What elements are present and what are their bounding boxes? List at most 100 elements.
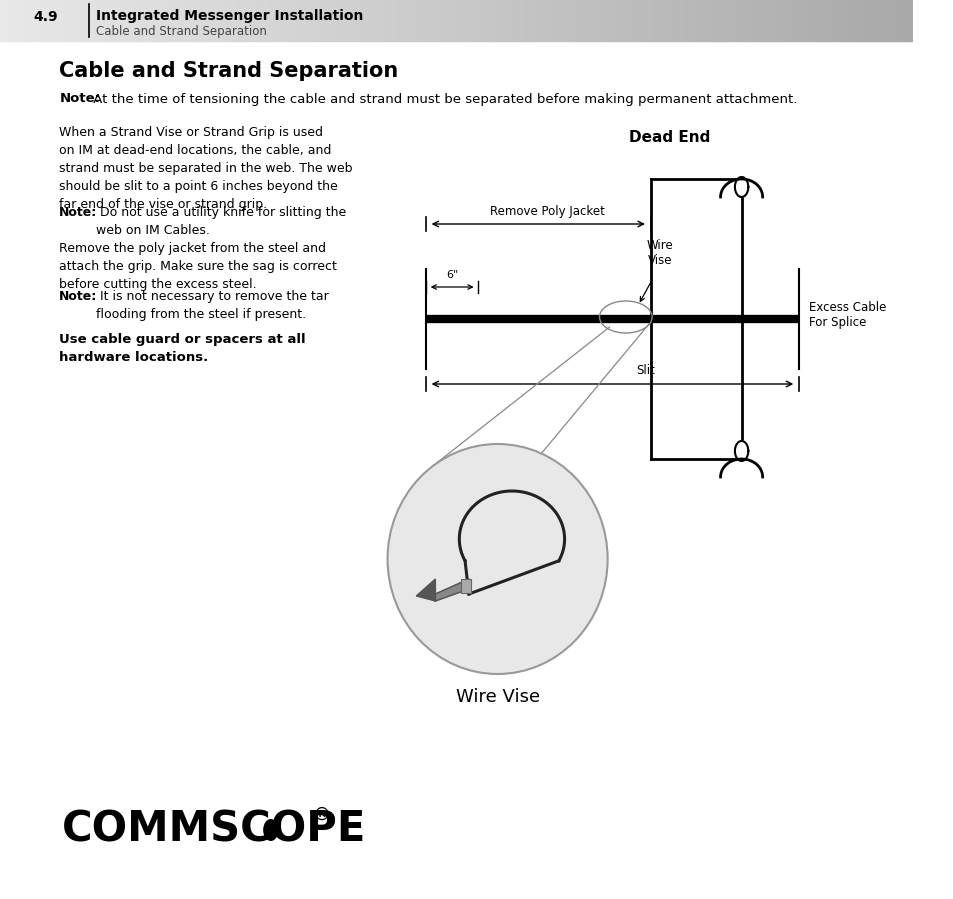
Bar — [383, 0, 389, 41]
Bar — [524, 0, 530, 41]
Bar — [173, 0, 179, 41]
Bar — [789, 0, 795, 41]
Bar — [688, 0, 694, 41]
Bar — [547, 0, 553, 41]
Bar — [661, 0, 667, 41]
Bar — [388, 0, 393, 41]
Bar — [702, 0, 708, 41]
Bar — [314, 0, 320, 41]
Bar — [825, 0, 831, 41]
Text: ®: ® — [313, 806, 331, 824]
Bar — [41, 0, 47, 41]
Bar — [588, 0, 594, 41]
Text: Use cable guard or spacers at all
hardware locations.: Use cable guard or spacers at all hardwa… — [59, 333, 306, 364]
Text: Slit: Slit — [636, 364, 655, 377]
Bar — [365, 0, 371, 41]
Bar — [798, 0, 803, 41]
Bar — [31, 0, 37, 41]
Bar — [720, 0, 726, 41]
Bar — [889, 0, 895, 41]
Bar — [675, 0, 680, 41]
Bar — [761, 0, 767, 41]
Text: Do not use a utility knife for slitting the
web on IM Cables.: Do not use a utility knife for slitting … — [95, 206, 346, 237]
Bar — [151, 0, 156, 41]
Bar — [411, 0, 416, 41]
Bar — [629, 0, 635, 41]
Ellipse shape — [263, 819, 278, 841]
Text: Wire Vise: Wire Vise — [455, 688, 539, 706]
Bar — [456, 0, 461, 41]
Bar — [13, 0, 19, 41]
Bar — [794, 0, 799, 41]
Bar — [114, 0, 119, 41]
Bar — [684, 0, 689, 41]
Bar — [374, 0, 379, 41]
Bar — [452, 0, 456, 41]
Bar — [283, 0, 288, 41]
Bar — [475, 0, 479, 41]
Bar — [123, 0, 129, 41]
Bar — [155, 0, 160, 41]
Bar — [488, 0, 494, 41]
Bar — [59, 0, 65, 41]
Bar — [583, 0, 589, 41]
Bar — [132, 0, 138, 41]
Bar — [118, 0, 124, 41]
Bar — [128, 0, 133, 41]
Bar — [342, 0, 348, 41]
Bar — [437, 0, 443, 41]
Bar — [647, 0, 653, 41]
Bar — [91, 0, 96, 41]
Bar — [192, 0, 197, 41]
Bar — [233, 0, 238, 41]
Bar — [529, 0, 535, 41]
Bar — [164, 0, 170, 41]
Bar — [0, 0, 6, 41]
Bar — [337, 0, 343, 41]
Bar — [483, 0, 489, 41]
Bar — [69, 0, 74, 41]
Bar — [725, 0, 731, 41]
Bar — [424, 0, 430, 41]
Bar — [201, 0, 206, 41]
Bar — [169, 0, 174, 41]
Bar — [848, 0, 854, 41]
Bar — [429, 0, 435, 41]
Text: Note:: Note: — [59, 206, 97, 219]
Bar — [602, 0, 607, 41]
Bar — [237, 0, 243, 41]
Bar — [370, 0, 375, 41]
Bar — [269, 0, 274, 41]
Bar — [223, 0, 229, 41]
Bar — [876, 0, 881, 41]
Bar — [292, 0, 297, 41]
Bar — [748, 0, 753, 41]
Text: 6": 6" — [446, 270, 457, 280]
Bar — [51, 0, 55, 41]
Bar — [734, 0, 740, 41]
Bar — [141, 0, 147, 41]
Bar — [657, 0, 662, 41]
Bar — [415, 0, 420, 41]
Bar — [542, 0, 548, 41]
Bar — [534, 0, 539, 41]
Bar — [10, 0, 14, 41]
Bar — [478, 0, 484, 41]
Bar — [557, 0, 562, 41]
Bar — [894, 0, 900, 41]
Text: Remove Poly Jacket: Remove Poly Jacket — [490, 205, 604, 218]
Bar — [187, 0, 193, 41]
Bar — [105, 0, 111, 41]
Bar — [830, 0, 836, 41]
Bar — [246, 0, 252, 41]
Bar — [255, 0, 261, 41]
Bar — [319, 0, 325, 41]
Circle shape — [387, 444, 607, 674]
Bar — [219, 0, 224, 41]
Bar — [812, 0, 817, 41]
Bar — [493, 0, 498, 41]
Bar — [666, 0, 671, 41]
Bar — [643, 0, 648, 41]
Bar — [575, 0, 580, 41]
Bar — [871, 0, 877, 41]
